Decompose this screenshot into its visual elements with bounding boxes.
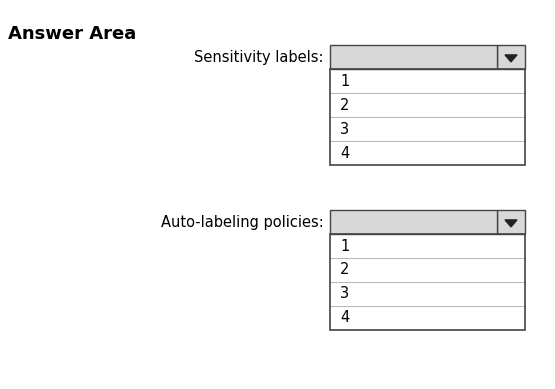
Text: Sensitivity labels:: Sensitivity labels: xyxy=(194,49,324,65)
Bar xyxy=(330,45,497,69)
Text: 4: 4 xyxy=(340,145,349,161)
Bar xyxy=(330,282,525,306)
Bar xyxy=(330,93,525,117)
Text: 2: 2 xyxy=(340,263,350,277)
Text: 3: 3 xyxy=(340,287,349,301)
Text: Auto-labeling policies:: Auto-labeling policies: xyxy=(162,214,324,230)
Text: 3: 3 xyxy=(340,121,349,137)
Bar xyxy=(330,69,525,93)
Polygon shape xyxy=(505,220,517,227)
Bar xyxy=(330,234,525,330)
Bar xyxy=(330,117,525,141)
Text: 2: 2 xyxy=(340,98,350,112)
Text: 1: 1 xyxy=(340,74,349,89)
Bar xyxy=(330,234,525,258)
Bar xyxy=(330,306,525,330)
Bar xyxy=(497,45,525,69)
Bar xyxy=(330,141,525,165)
Bar xyxy=(330,69,525,165)
Text: 4: 4 xyxy=(340,310,349,326)
Text: 1: 1 xyxy=(340,238,349,254)
Bar xyxy=(330,45,525,69)
Polygon shape xyxy=(505,55,517,62)
Bar xyxy=(330,210,497,234)
Bar xyxy=(330,210,525,234)
Bar xyxy=(330,258,525,282)
Bar xyxy=(497,210,525,234)
Text: Answer Area: Answer Area xyxy=(8,25,136,43)
